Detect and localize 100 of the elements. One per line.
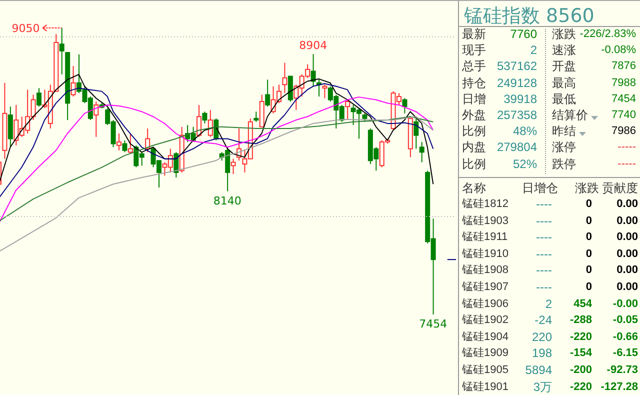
text: 日增 (462, 92, 486, 107)
candlestick (402, 98, 408, 114)
text: 7740 (612, 108, 636, 123)
text: 锰硅1909 (462, 346, 508, 362)
text: 结算价 (552, 108, 588, 123)
text: 锰硅1901 (462, 380, 508, 395)
candlestick (254, 111, 259, 122)
text: 220 (532, 330, 552, 345)
text: 锰硅1905 (462, 363, 508, 378)
text: ---- (536, 246, 552, 262)
text: ---- (536, 263, 552, 278)
text: 锰硅1904 (462, 330, 508, 345)
text: 跌停 (552, 156, 576, 172)
text: -220 (570, 330, 592, 345)
text: 5894 (525, 363, 552, 378)
text: -200 (570, 363, 592, 378)
annotation: 8904 (299, 39, 328, 52)
text: 锰硅1902 (462, 313, 508, 328)
text: 0.00 (616, 263, 638, 278)
text: ----- (618, 140, 636, 156)
text: -0.05 (612, 313, 638, 328)
text: ---- (536, 280, 552, 295)
text: 52% (512, 156, 537, 172)
text: 外盘 (462, 108, 486, 123)
text: 比例 (462, 124, 486, 140)
text: 249128 (496, 76, 537, 91)
text: 198 (532, 346, 552, 362)
text: ---- (536, 214, 552, 229)
text: -127.28 (600, 380, 638, 395)
text: -226/2.83% (580, 27, 636, 42)
candlestick (36, 88, 42, 108)
text: -24 (534, 313, 552, 328)
candlestick (208, 109, 213, 138)
text: 0.00 (616, 197, 638, 212)
text: 7760 (510, 27, 537, 42)
text: 0 (586, 263, 592, 278)
text: 0 (586, 214, 592, 229)
text: 锰硅1911 (462, 230, 508, 246)
text: 2 (545, 296, 552, 312)
candlestick (122, 140, 128, 153)
text: -0.66 (612, 330, 638, 345)
text: 7876 (612, 59, 636, 74)
annotation: 8140 (213, 194, 242, 208)
text: 内盘 (462, 140, 486, 156)
candlestick (202, 111, 208, 124)
text: 537162 (496, 59, 537, 74)
text: 比例 (462, 156, 486, 172)
text: 锰硅1906 (462, 296, 508, 312)
text: 0 (586, 197, 592, 212)
candlestick (265, 79, 270, 108)
text: -288 (570, 313, 592, 328)
text: -92.73 (606, 363, 638, 378)
text: ----- (618, 156, 636, 172)
text: 7986 (612, 124, 636, 140)
text: 速涨 (552, 43, 576, 58)
text: 0 (586, 280, 592, 295)
text: 0.00 (616, 246, 638, 262)
text: 涨停 (552, 140, 576, 156)
text: -220 (570, 380, 592, 395)
annotation: 7454 (419, 317, 448, 330)
text: 454 (574, 296, 592, 312)
text: 涨跌 (552, 27, 576, 42)
text: -154 (570, 346, 592, 362)
text: 7988 (612, 76, 636, 91)
text: 锰硅1910 (462, 246, 508, 262)
text: 昨结 (552, 124, 576, 140)
text: 锰硅1907 (462, 280, 508, 295)
candlestick (310, 54, 316, 87)
text: 7454 (612, 92, 636, 107)
text: ---- (536, 230, 552, 246)
text: 0.00 (616, 230, 638, 246)
text: 257358 (496, 108, 537, 123)
candlestick (282, 62, 288, 94)
candlestick (414, 116, 419, 150)
text: 0 (586, 246, 592, 262)
text: -6.15 (612, 346, 638, 362)
text: 2 (530, 43, 537, 58)
candlestick (70, 65, 76, 98)
annotation: 9050 (12, 22, 40, 35)
candlestick (288, 76, 293, 102)
candlestick (128, 133, 133, 154)
candlestick (345, 99, 350, 121)
candlestick (230, 158, 236, 175)
text: 名称 (462, 181, 486, 196)
text: 279804 (496, 140, 537, 156)
text: 贡献度 (602, 181, 638, 196)
text: 0.00 (616, 280, 638, 295)
text: 最新 (462, 27, 486, 42)
candlestick (116, 133, 122, 151)
text: ---- (536, 197, 552, 212)
text: 锰硅指数 8560 (464, 4, 594, 28)
text: 0 (586, 230, 592, 246)
text: 锰硅1908 (462, 263, 508, 278)
text: 39918 (504, 92, 537, 107)
text: 锰硅1903 (462, 214, 508, 229)
text: -0.00 (612, 296, 638, 312)
text: 48% (512, 124, 537, 140)
candlestick (196, 104, 202, 138)
candlestick (322, 84, 328, 99)
text: 日增仓 (522, 181, 558, 196)
